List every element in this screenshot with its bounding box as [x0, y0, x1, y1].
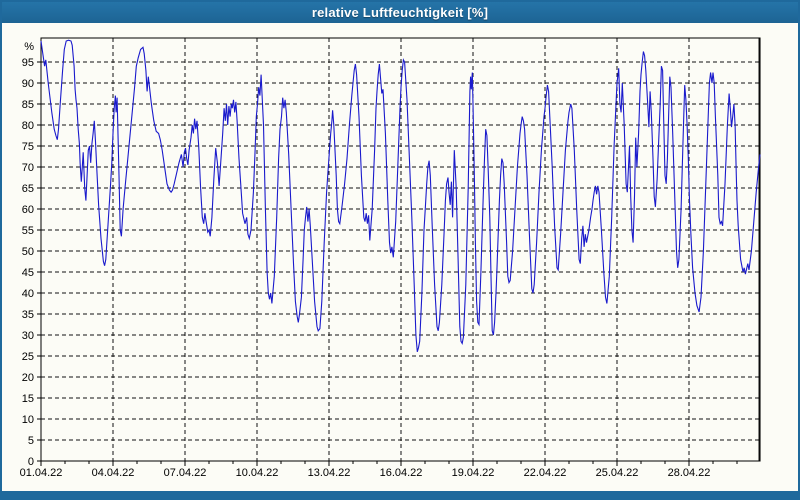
y-tick-label: 40 — [22, 288, 34, 300]
y-tick-label: 75 — [22, 141, 34, 153]
x-tick-label: 16.04.22 — [380, 467, 423, 479]
y-tick-label: 45 — [22, 267, 34, 279]
y-tick-label: 85 — [22, 99, 34, 111]
y-tick-label: 55 — [22, 225, 34, 237]
window-title: relative Luftfeuchtigkeit [%] — [311, 5, 489, 20]
y-tick-label: 5 — [28, 435, 34, 447]
y-tick-label: 50 — [22, 246, 34, 258]
x-tick-label: 28.04.22 — [668, 467, 711, 479]
x-tick-label: 22.04.22 — [524, 467, 567, 479]
y-tick-label: 25 — [22, 351, 34, 363]
status-bar — [2, 491, 798, 498]
y-tick-label: 60 — [22, 204, 34, 216]
y-tick-label: 0 — [28, 456, 34, 468]
y-tick-label: 20 — [22, 372, 34, 384]
x-tick-label: 04.04.22 — [92, 467, 135, 479]
x-tick-label: 10.04.22 — [236, 467, 279, 479]
y-tick-label: 10 — [22, 414, 34, 426]
y-tick-label: 90 — [22, 78, 34, 90]
y-tick-label: 70 — [22, 162, 34, 174]
humidity-series-line — [40, 39, 761, 352]
y-tick-label: 95 — [22, 57, 34, 69]
y-axis-unit-label: % — [24, 41, 34, 53]
y-tick-label: 35 — [22, 309, 34, 321]
x-tick-label: 19.04.22 — [452, 467, 495, 479]
title-bar: relative Luftfeuchtigkeit [%] — [2, 2, 798, 23]
y-tick-label: 80 — [22, 120, 34, 132]
y-tick-label: 65 — [22, 183, 34, 195]
x-tick-label: 13.04.22 — [308, 467, 351, 479]
x-tick-label: 01.04.22 — [20, 467, 63, 479]
plot-frame — [40, 37, 761, 462]
y-tick-label: 15 — [22, 393, 34, 405]
y-tick-label: 30 — [22, 330, 34, 342]
x-tick-label: 07.04.22 — [164, 467, 207, 479]
x-tick-label: 25.04.22 — [596, 467, 639, 479]
